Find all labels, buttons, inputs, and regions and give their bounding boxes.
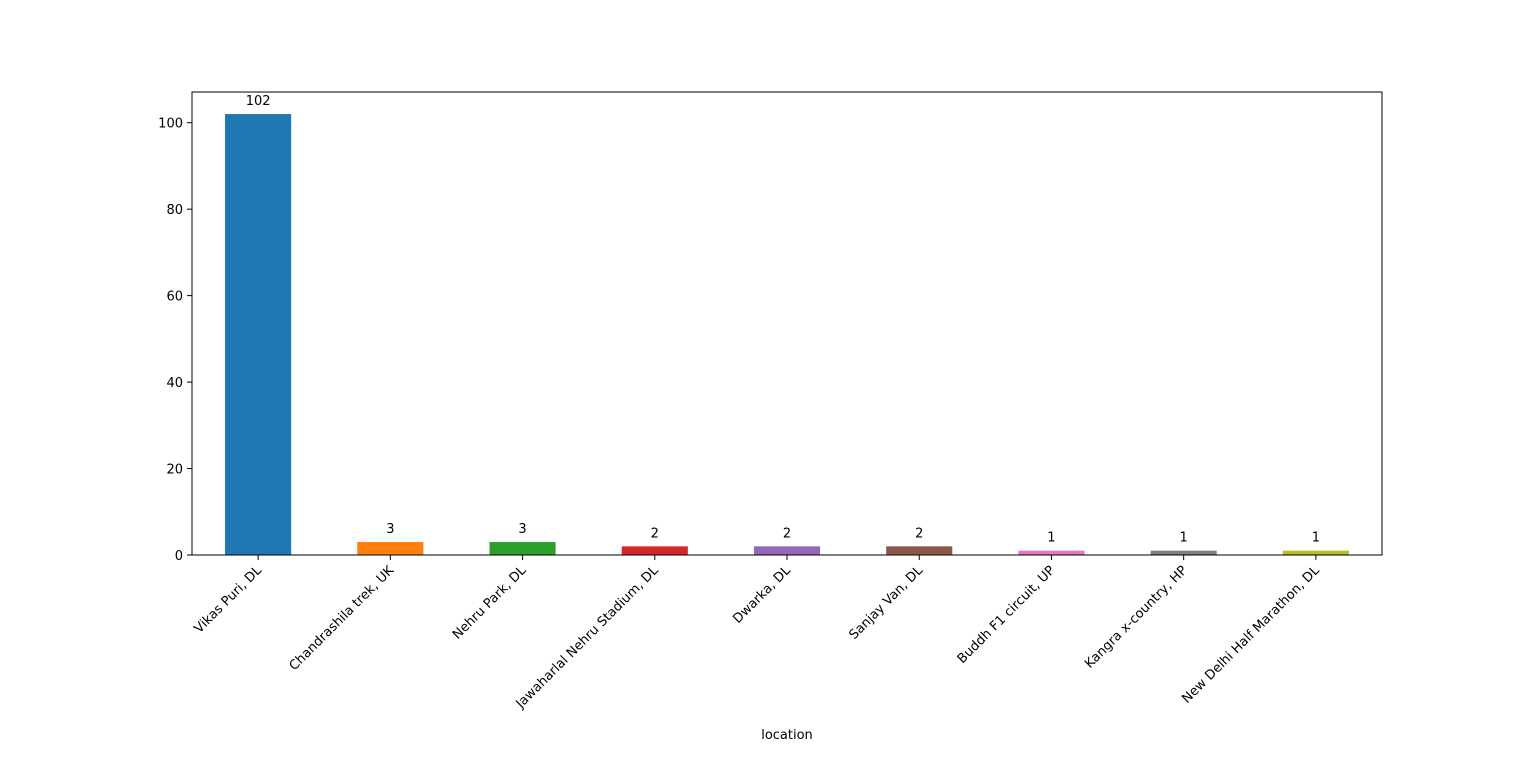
bar-value-label: 1 <box>1047 531 1055 546</box>
bar <box>357 542 424 555</box>
x-tick-label: Nehru Park, DL <box>450 563 530 643</box>
x-tick-label: Sanjay Van, DL <box>847 563 927 643</box>
x-tick-label: Dwarka, DL <box>730 563 794 627</box>
x-tick-label: New Delhi Half Marathon, DL <box>1179 563 1323 707</box>
bar-value-label: 1 <box>1180 531 1188 546</box>
bar <box>753 546 821 555</box>
y-axis: 0 20 40 60 80 100 <box>158 117 192 564</box>
bar <box>489 542 556 555</box>
bar <box>886 546 953 555</box>
value-labels-group: 102 3 3 2 2 2 1 1 1 <box>246 94 1320 546</box>
x-axis-label: location <box>761 728 813 743</box>
bar-value-label: 1 <box>1312 531 1320 546</box>
bar <box>225 114 292 556</box>
x-tick-label: Chandrashila trek, UK <box>287 563 398 674</box>
x-tick-label: Vikas Puri, DL <box>192 563 266 637</box>
x-tick-label: Jawaharlal Nehru Stadium, DL <box>513 563 662 712</box>
plot-frame <box>191 91 1383 556</box>
bar <box>1282 550 1349 555</box>
bar <box>1018 550 1085 555</box>
y-tick-label: 100 <box>158 117 183 132</box>
bar-value-label: 2 <box>783 526 791 541</box>
bar <box>621 546 688 555</box>
bar-value-label: 2 <box>651 526 659 541</box>
bars-group <box>225 114 1349 556</box>
y-tick-label: 80 <box>166 203 183 218</box>
y-tick-label: 40 <box>166 376 183 391</box>
bar-value-label: 102 <box>246 94 271 109</box>
x-tick-label: Kangra x-country, HP <box>1082 563 1190 671</box>
bar-value-label: 3 <box>518 522 526 537</box>
bar-value-label: 3 <box>386 522 394 537</box>
x-axis: Vikas Puri, DL Chandrashila trek, UK Nehru… <box>192 555 1323 712</box>
y-tick-label: 60 <box>166 290 183 305</box>
y-tick-label: 20 <box>166 463 183 478</box>
bar-value-label: 2 <box>915 526 923 541</box>
y-tick-label: 0 <box>175 549 183 564</box>
x-tick-label: Buddh F1 circuit, UP <box>955 563 1059 667</box>
bar <box>1150 550 1217 555</box>
